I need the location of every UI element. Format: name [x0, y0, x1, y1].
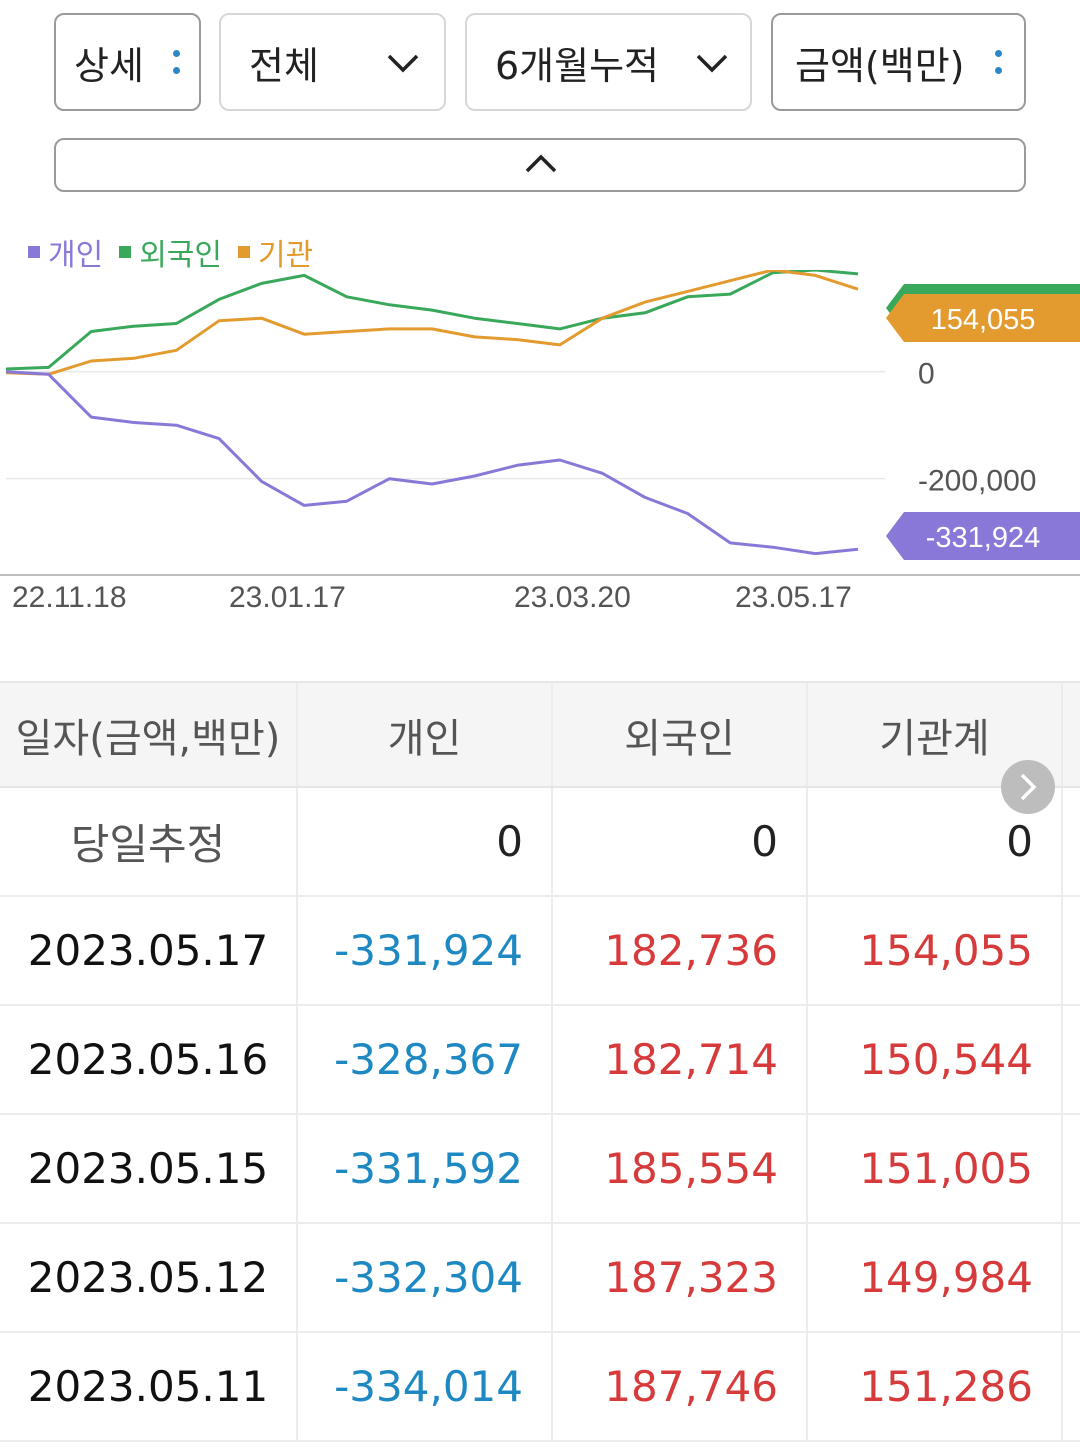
table-header-row: 일자(금액,백만) 개인 외국인 기관계: [0, 681, 1080, 788]
end-tag-label: -331,924: [926, 522, 1041, 554]
row-foreign: 185,554: [553, 1115, 808, 1222]
header-date: 일자(금액,백만): [0, 683, 298, 786]
y-tick-label: -200,000: [918, 465, 1036, 498]
market-dropdown[interactable]: 전체: [219, 13, 446, 111]
estimate-institution: 0: [808, 788, 1063, 895]
series-line: [5, 270, 859, 371]
more-dots-icon: [995, 50, 1002, 74]
row-institution: 151,005: [808, 1115, 1063, 1222]
y-tick-label: 0: [918, 358, 935, 391]
chevron-up-icon: [525, 154, 557, 173]
legend-item: 개인: [28, 230, 103, 274]
legend-label: 개인: [48, 238, 104, 273]
row-foreign: 187,746: [553, 1333, 808, 1440]
row-individual: -328,367: [298, 1006, 553, 1113]
end-tag-shape: [886, 294, 1080, 342]
unit-label: 금액(백만): [795, 43, 965, 88]
end-tag-shape: [886, 512, 1080, 560]
view-mode-label: 상세: [74, 43, 144, 88]
table-row: 2023.05.15 -331,592 185,554 151,005: [0, 1115, 1080, 1224]
row-foreign: 187,323: [553, 1224, 808, 1331]
x-tick-label: 23.03.20: [514, 581, 631, 614]
row-individual: -334,014: [298, 1333, 553, 1440]
period-label: 6개월누적: [495, 43, 660, 88]
row-date: 2023.05.15: [0, 1115, 298, 1222]
table-row: 2023.05.12 -332,304 187,323 149,984: [0, 1224, 1080, 1333]
header-institution: 기관계: [808, 683, 1063, 786]
row-individual: -331,924: [298, 897, 553, 1004]
filter-bar: 상세 전체 6개월누적 금액(백만): [54, 13, 1026, 111]
legend-swatch: [238, 246, 251, 258]
header-foreign: 외국인: [553, 683, 808, 786]
table-row: 2023.05.11 -334,014 187,746 151,286: [0, 1333, 1080, 1442]
estimate-row: 당일추정 0 0 0: [0, 788, 1080, 897]
unit-select[interactable]: 금액(백만): [771, 13, 1026, 111]
collapse-filters-button[interactable]: [54, 138, 1026, 192]
row-date: 2023.05.12: [0, 1224, 298, 1331]
series-end-tag: 154,055: [886, 294, 1080, 342]
header-individual: 개인: [298, 683, 553, 786]
more-dots-icon: [173, 50, 180, 74]
row-foreign: 182,736: [553, 897, 808, 1004]
legend-label: 기관: [258, 238, 314, 273]
series-end-tag: -331,924: [886, 512, 1080, 560]
chevron-right-icon: [1020, 773, 1037, 801]
scroll-right-button[interactable]: [1001, 760, 1055, 814]
row-date: 2023.05.11: [0, 1333, 298, 1440]
x-tick-label: 23.05.17: [735, 581, 852, 614]
row-date: 2023.05.16: [0, 1006, 298, 1113]
series-line: [5, 370, 859, 556]
row-foreign: 182,714: [553, 1006, 808, 1113]
legend-swatch: [119, 246, 132, 258]
investor-table: 일자(금액,백만) 개인 외국인 기관계 당일추정 0 0 0 2023.05.…: [0, 681, 1080, 1442]
series-line: [5, 270, 859, 376]
legend-label: 외국인: [139, 238, 223, 273]
chevron-down-icon: [387, 54, 419, 73]
view-mode-select[interactable]: 상세: [54, 13, 201, 111]
row-individual: -331,592: [298, 1115, 553, 1222]
estimate-individual: 0: [298, 788, 553, 895]
x-tick-label: 22.11.18: [12, 581, 127, 614]
investor-trend-chart: 0 -200,000 22.11.18 23.01.17 23.03.20 23.05.1…: [0, 270, 1080, 614]
chart-legend: 개인 외국인 기관: [28, 230, 313, 274]
market-label: 전체: [249, 43, 319, 88]
row-individual: -332,304: [298, 1224, 553, 1331]
x-tick-label: 23.01.17: [229, 581, 346, 614]
row-institution: 154,055: [808, 897, 1063, 1004]
legend-item: 외국인: [119, 230, 222, 274]
legend-swatch: [28, 246, 40, 258]
chevron-down-icon: [696, 54, 728, 73]
period-dropdown[interactable]: 6개월누적: [465, 13, 752, 111]
row-date: 2023.05.17: [0, 897, 298, 1004]
estimate-label: 당일추정: [0, 788, 298, 895]
row-institution: 150,544: [808, 1006, 1063, 1113]
estimate-foreign: 0: [553, 788, 808, 895]
legend-item: 기관: [238, 230, 313, 274]
end-tag-label: 154,055: [931, 304, 1036, 336]
row-institution: 151,286: [808, 1333, 1063, 1440]
row-institution: 149,984: [808, 1224, 1063, 1331]
table-row: 2023.05.16 -328,367 182,714 150,544: [0, 1006, 1080, 1115]
table-row: 2023.05.17 -331,924 182,736 154,055: [0, 897, 1080, 1006]
